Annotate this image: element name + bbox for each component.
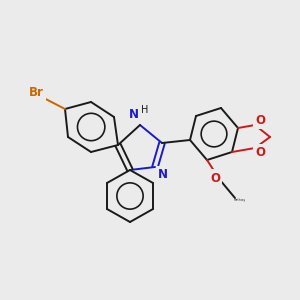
Text: methoxy: methoxy — [234, 198, 246, 202]
Text: H: H — [141, 105, 149, 115]
Text: Br: Br — [28, 85, 44, 98]
Text: O: O — [210, 172, 220, 184]
Text: O: O — [255, 146, 265, 160]
Text: N: N — [129, 109, 139, 122]
Text: O: O — [255, 113, 265, 127]
Text: N: N — [158, 169, 168, 182]
